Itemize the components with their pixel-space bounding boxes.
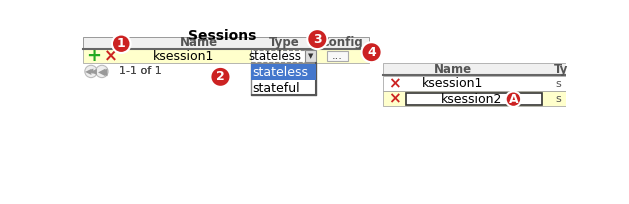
Text: +: + <box>87 47 102 65</box>
Circle shape <box>362 42 382 62</box>
FancyBboxPatch shape <box>252 64 316 80</box>
Text: ksession1: ksession1 <box>153 50 214 63</box>
Text: 3: 3 <box>313 33 321 46</box>
Text: ◀: ◀ <box>99 67 107 76</box>
Text: ◀: ◀ <box>98 67 106 76</box>
FancyBboxPatch shape <box>326 51 348 61</box>
Text: Sessions: Sessions <box>188 29 256 43</box>
Text: stateful: stateful <box>252 82 300 95</box>
FancyBboxPatch shape <box>82 49 369 63</box>
Text: ▼: ▼ <box>308 53 313 59</box>
Text: 4: 4 <box>367 46 376 59</box>
FancyBboxPatch shape <box>252 63 316 95</box>
Text: Type: Type <box>269 37 299 49</box>
Text: ×: × <box>104 47 118 65</box>
FancyBboxPatch shape <box>305 50 316 62</box>
Text: 1-1 of 1: 1-1 of 1 <box>120 67 162 76</box>
Text: ...: ... <box>332 51 343 61</box>
Text: Ty: Ty <box>554 63 568 76</box>
FancyBboxPatch shape <box>406 93 542 105</box>
FancyBboxPatch shape <box>383 63 566 75</box>
Text: ×: × <box>387 76 401 91</box>
FancyBboxPatch shape <box>82 37 369 49</box>
FancyBboxPatch shape <box>383 76 566 91</box>
FancyBboxPatch shape <box>252 50 307 62</box>
Text: Name: Name <box>434 63 472 76</box>
Circle shape <box>307 29 328 49</box>
Text: s: s <box>555 79 561 89</box>
Text: ksession2: ksession2 <box>442 93 503 106</box>
Circle shape <box>506 91 521 107</box>
Circle shape <box>85 65 97 78</box>
Circle shape <box>112 34 131 53</box>
Text: ◀: ◀ <box>88 69 94 74</box>
Text: 1-1 of 1: 1-1 of 1 <box>120 67 162 76</box>
Text: 2: 2 <box>216 70 225 83</box>
Text: ×: × <box>387 92 401 107</box>
Text: 1: 1 <box>117 37 126 50</box>
Circle shape <box>96 65 108 78</box>
Text: s: s <box>555 94 561 104</box>
Text: A: A <box>509 93 518 106</box>
Text: stateless: stateless <box>252 66 308 79</box>
Text: ksession1: ksession1 <box>422 77 484 90</box>
Circle shape <box>210 67 230 87</box>
Text: ◀◀: ◀◀ <box>84 67 97 76</box>
Text: Config: Config <box>321 37 364 49</box>
Text: Name: Name <box>180 37 218 49</box>
Text: stateless: stateless <box>248 50 301 63</box>
FancyBboxPatch shape <box>383 91 566 106</box>
